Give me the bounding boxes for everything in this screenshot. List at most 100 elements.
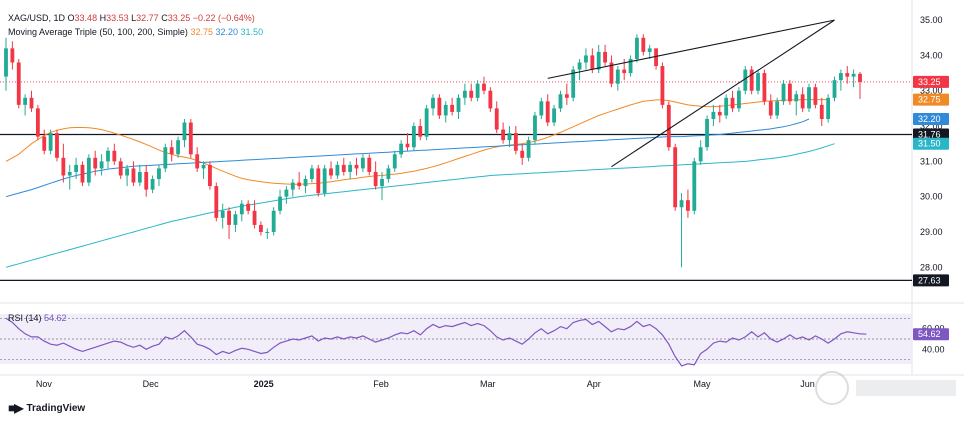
candle-body[interactable] [558,94,563,109]
candle-body[interactable] [552,108,557,123]
candle-body[interactable] [730,97,735,109]
candle-body[interactable] [271,210,276,232]
candle-body[interactable] [513,133,518,151]
candle-body[interactable] [42,136,47,151]
candle-body[interactable] [686,200,690,211]
candle-body[interactable] [341,164,346,172]
candle-body[interactable] [182,122,187,141]
candle-body[interactable] [622,69,627,74]
candle-body[interactable] [290,182,295,190]
candle-body[interactable] [596,51,601,70]
candle-body[interactable] [380,179,384,187]
candle-body[interactable] [679,200,684,208]
candle-body[interactable] [590,55,595,70]
time-axis[interactable]: Nov Dec 2025 Feb Mar Apr May Jun [36,379,815,389]
candle-body[interactable] [431,97,435,109]
candle-body[interactable] [520,150,525,158]
candle-body[interactable] [278,196,282,211]
candle-body[interactable] [794,94,799,102]
candle-body[interactable] [424,108,429,137]
candle-body[interactable] [99,161,104,169]
candle-body[interactable] [48,133,53,151]
candle-body[interactable] [482,83,486,91]
candle-body[interactable] [813,87,818,105]
candle-body[interactable] [832,80,837,98]
candle-body[interactable] [819,104,824,119]
candle-body[interactable] [195,154,200,169]
candle-body[interactable] [488,90,493,109]
candle-body[interactable] [239,203,244,215]
candle-body[interactable] [609,62,614,84]
candle-body[interactable] [354,164,359,169]
candle-body[interactable] [545,101,550,123]
candle-body[interactable] [533,115,537,141]
candle-body[interactable] [628,58,633,74]
candle-body[interactable] [86,157,91,183]
candle-body[interactable] [711,111,716,119]
candle-body[interactable] [858,73,862,82]
candle-body[interactable] [756,73,760,91]
candle-body[interactable] [80,164,85,183]
candle-body[interactable] [469,90,474,98]
candle-body[interactable] [781,83,786,102]
candle-body[interactable] [118,161,123,176]
candle-body[interactable] [348,164,353,172]
candle-body[interactable] [851,73,856,77]
candle-body[interactable] [494,108,499,130]
candle-body[interactable] [507,133,512,141]
candle-body[interactable] [800,94,805,109]
candle-body[interactable] [93,157,98,169]
symbol-label[interactable]: XAG/USD, 1D [8,13,66,23]
candle-body[interactable] [475,83,480,98]
candle-body[interactable] [35,108,40,137]
candle-body[interactable] [705,118,709,148]
candle-body[interactable] [838,73,843,81]
candle-body[interactable] [807,87,811,109]
candle-body[interactable] [787,83,792,102]
candle-body[interactable] [603,51,607,63]
candle-body[interactable] [526,140,531,158]
candle-body[interactable] [450,104,455,112]
candle-body[interactable] [845,73,850,77]
candle-body[interactable] [252,210,257,225]
candle-body[interactable] [437,97,442,116]
candle-body[interactable] [157,168,161,180]
candle-body[interactable] [775,101,780,116]
candle-body[interactable] [743,69,748,91]
candle-body[interactable] [137,171,142,183]
candle-body[interactable] [768,101,773,116]
candle-body[interactable] [456,97,461,112]
rsi-legend[interactable]: RSI (14) 54.62 [8,313,67,323]
candle-body[interactable] [418,126,423,137]
candle-body[interactable] [673,147,678,208]
candle-body[interactable] [220,210,225,218]
candle-body[interactable] [392,154,397,169]
candle-body[interactable] [297,182,302,187]
candle-body[interactable] [144,171,149,190]
ma-legend[interactable]: Moving Average Triple (50, 100, 200, Sim… [8,27,263,37]
candle-body[interactable] [724,97,729,116]
candle-body[interactable] [386,168,391,180]
candle-body[interactable] [265,231,270,233]
candle-body[interactable] [55,133,59,158]
candle-body[interactable] [539,101,544,116]
candle-body[interactable] [106,150,110,162]
candle-body[interactable] [641,37,646,52]
candle-body[interactable] [125,168,130,176]
candle-body[interactable] [717,111,722,116]
candle-body[interactable] [335,164,340,176]
candle-body[interactable] [29,97,34,109]
candle-body[interactable] [316,168,321,194]
candle-body[interactable] [399,143,404,155]
candle-body[interactable] [169,147,174,155]
tradingview-branding[interactable]: ■▶ TradingView [8,401,85,415]
candle-body[interactable] [150,179,155,190]
candle-body[interactable] [367,157,372,172]
candle-body[interactable] [736,90,741,109]
candle-body[interactable] [577,62,582,70]
candle-body[interactable] [284,189,289,197]
candle-body[interactable] [329,168,333,176]
candle-body[interactable] [259,224,263,232]
candle-body[interactable] [826,97,831,119]
candle-body[interactable] [61,157,66,176]
